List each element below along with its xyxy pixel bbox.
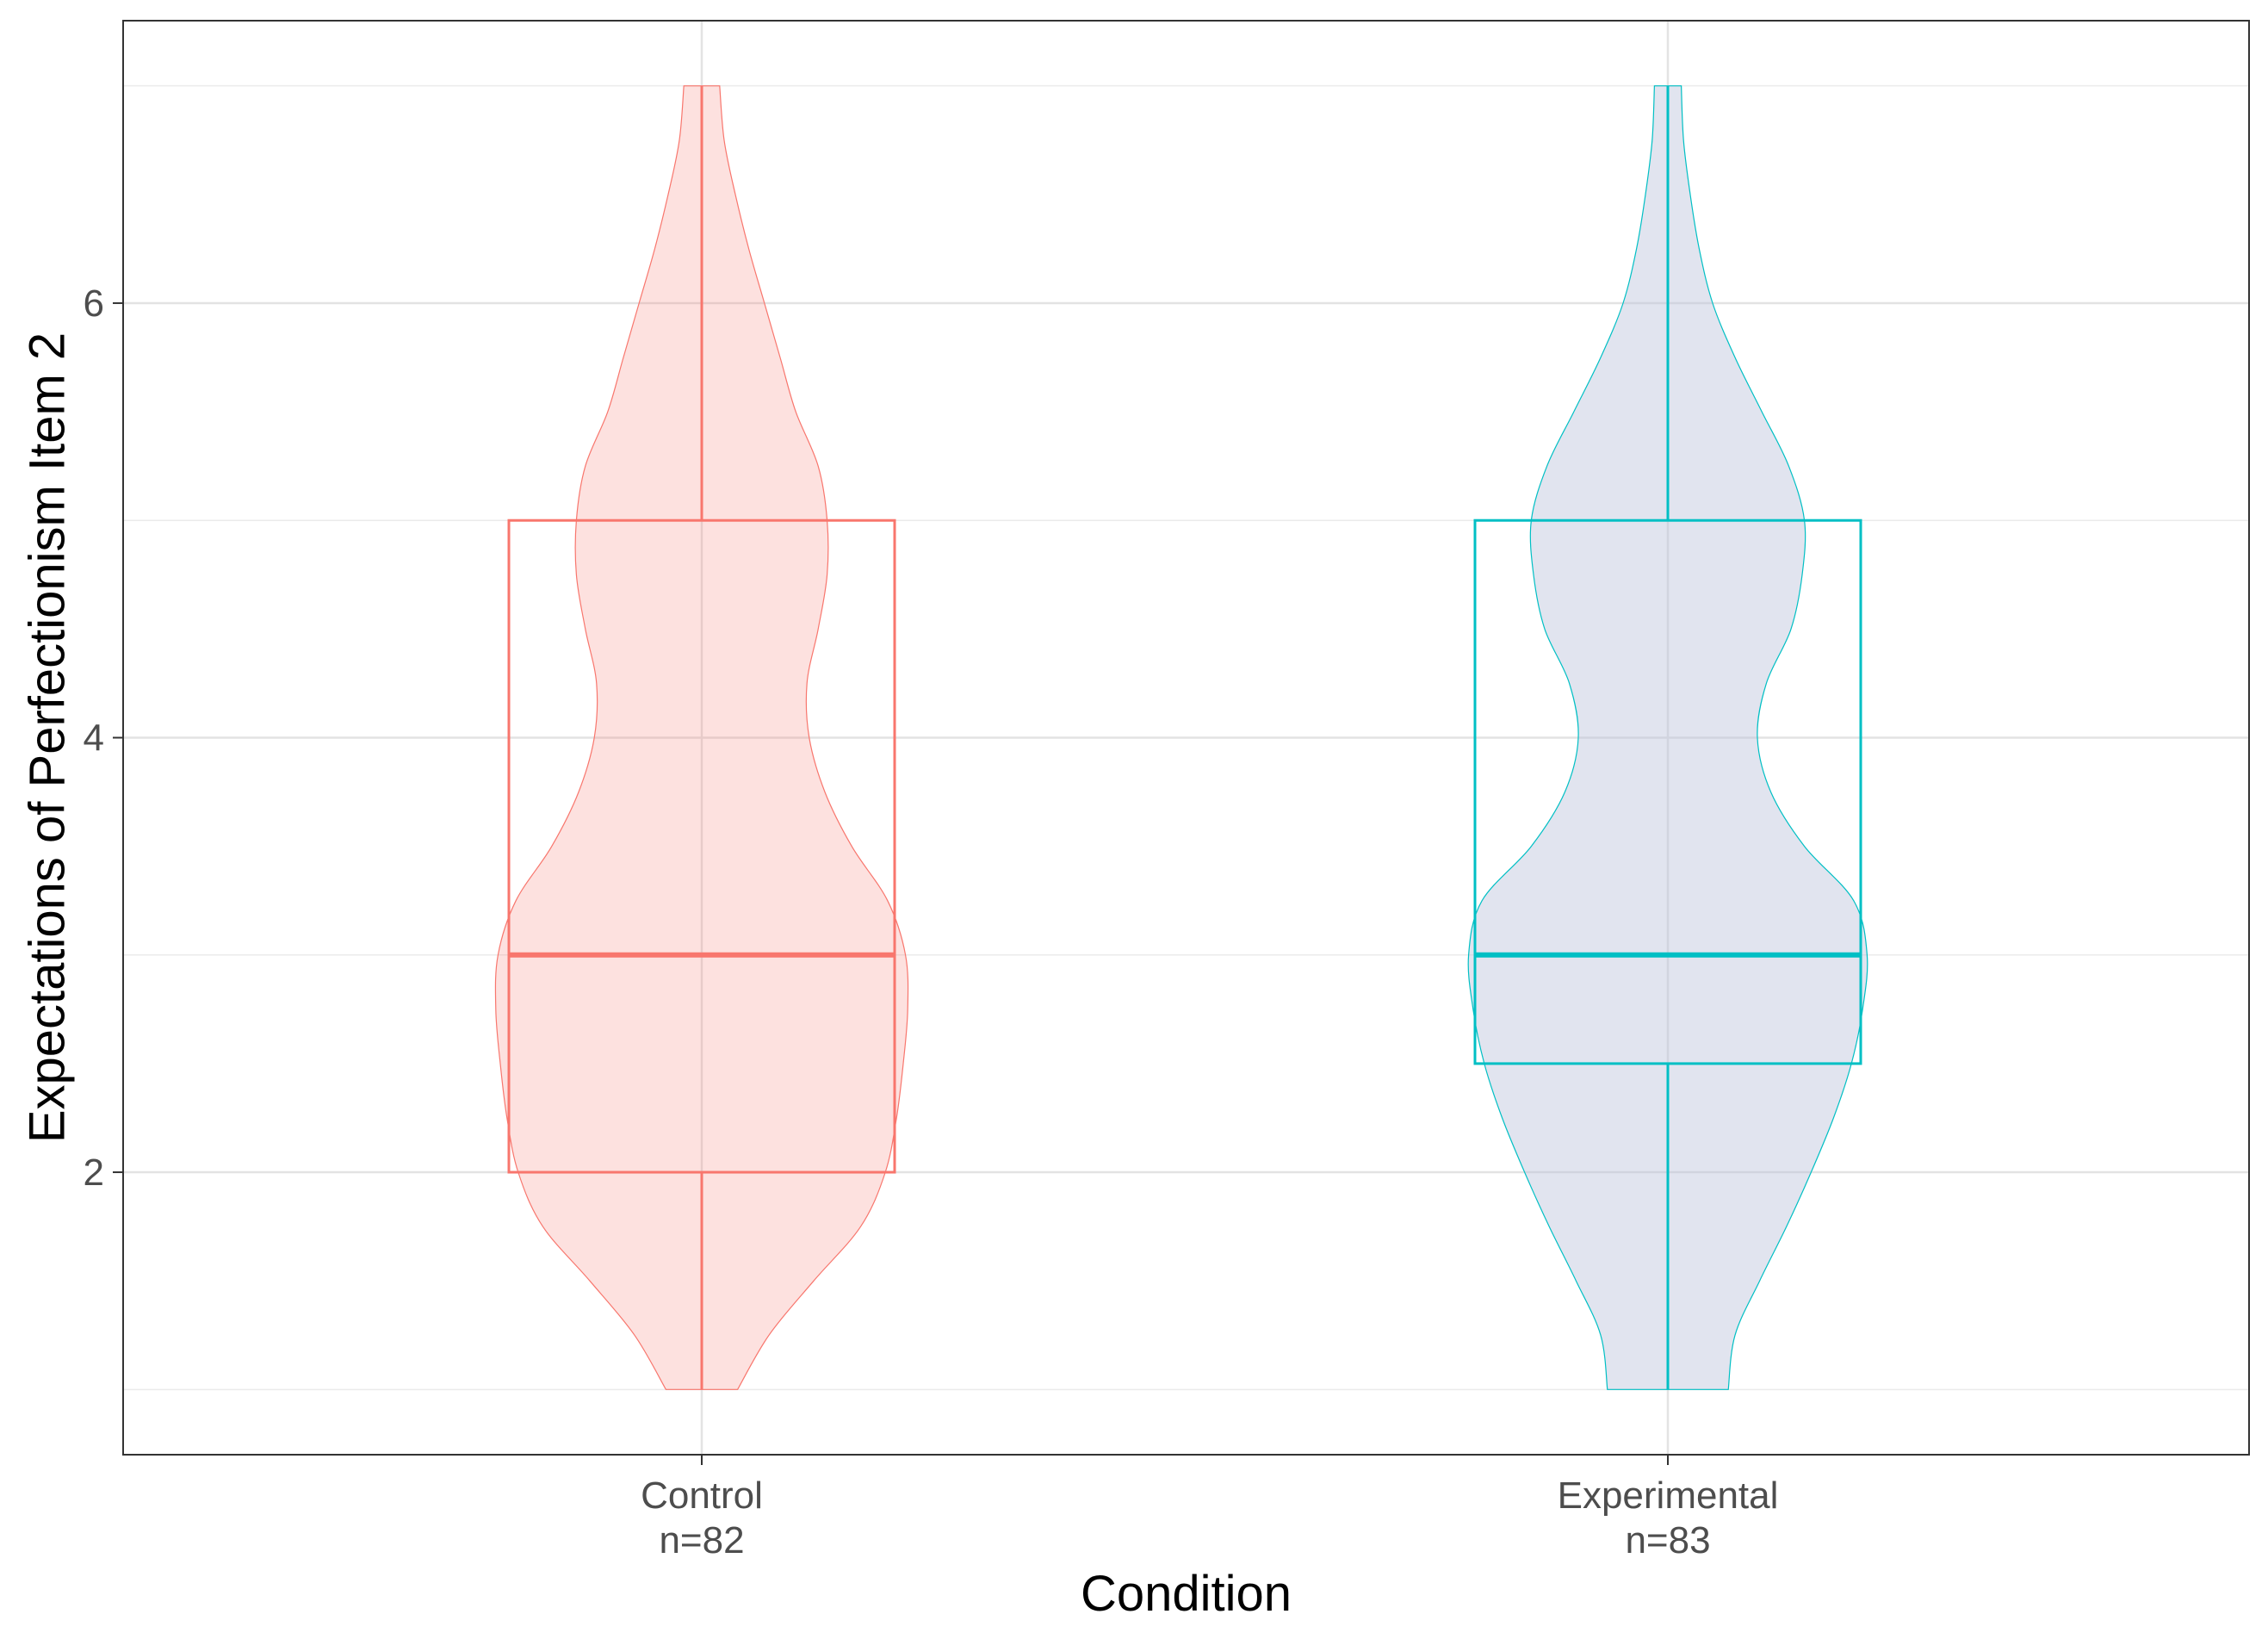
y-tick-label: 2 [84, 1152, 104, 1194]
x-count-label: n=83 [1625, 1519, 1710, 1561]
y-axis: 2 4 6 [84, 282, 123, 1194]
y-tick-label: 6 [84, 282, 104, 325]
x-tick-label: Control [641, 1474, 763, 1517]
y-tick-label: 4 [84, 717, 104, 760]
boxplots [507, 85, 1862, 1390]
x-axis-title: Condition [1081, 1566, 1292, 1622]
grid-lines [123, 21, 2249, 1455]
x-tick-label: Experimental [1558, 1474, 1779, 1517]
x-count-label: n=82 [659, 1519, 744, 1561]
box-control [507, 518, 896, 1174]
y-axis-title: Expectations of Perfectionism Item 2 [20, 332, 76, 1143]
box-experimental [1473, 518, 1862, 1065]
violin-control [494, 85, 909, 1390]
